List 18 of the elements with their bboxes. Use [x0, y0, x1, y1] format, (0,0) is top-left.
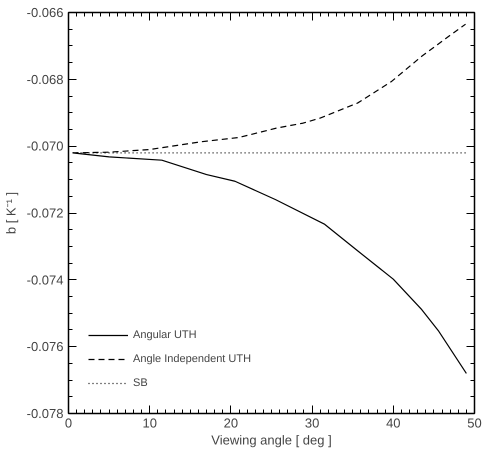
y-tick-label: -0.070 — [26, 138, 64, 154]
legend-label: Angular UTH — [133, 329, 197, 341]
x-tick-label: 50 — [467, 416, 482, 430]
y-tick-label: -0.076 — [26, 339, 64, 354]
x-tick-label: 20 — [224, 416, 238, 430]
y-tick-label: -0.068 — [26, 72, 64, 87]
x-tick-label: 30 — [304, 416, 320, 430]
x-axis-title: Viewing angle [ deg ] — [211, 432, 332, 448]
x-tick-label: 10 — [142, 416, 157, 430]
legend-label: SB — [133, 377, 149, 389]
y-tick-label: -0.074 — [26, 272, 64, 288]
y-axis-title: b [ K⁻¹ ] — [4, 192, 19, 234]
legend-label: Angle Independent UTH — [133, 353, 252, 365]
y-tick-label: -0.066 — [26, 5, 64, 20]
y-tick-label: -0.078 — [26, 406, 64, 421]
y-tick-label: -0.072 — [26, 206, 64, 220]
x-tick-label: 40 — [386, 416, 401, 430]
x-tick-label: 0 — [64, 416, 72, 430]
